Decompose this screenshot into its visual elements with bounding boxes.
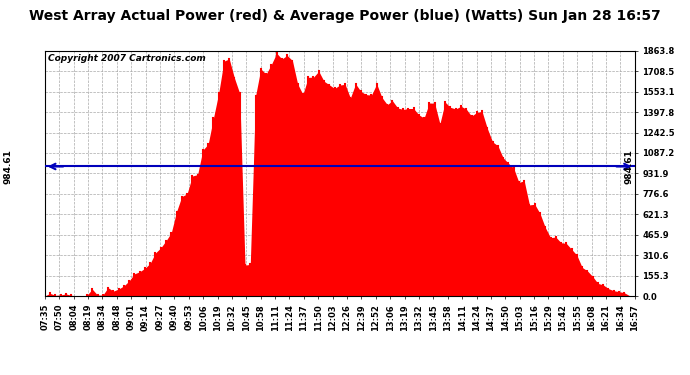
Text: 984.61: 984.61 [624,149,634,184]
Text: Copyright 2007 Cartronics.com: Copyright 2007 Cartronics.com [48,54,206,63]
Text: 984.61: 984.61 [3,149,13,184]
Text: West Array Actual Power (red) & Average Power (blue) (Watts) Sun Jan 28 16:57: West Array Actual Power (red) & Average … [29,9,661,23]
